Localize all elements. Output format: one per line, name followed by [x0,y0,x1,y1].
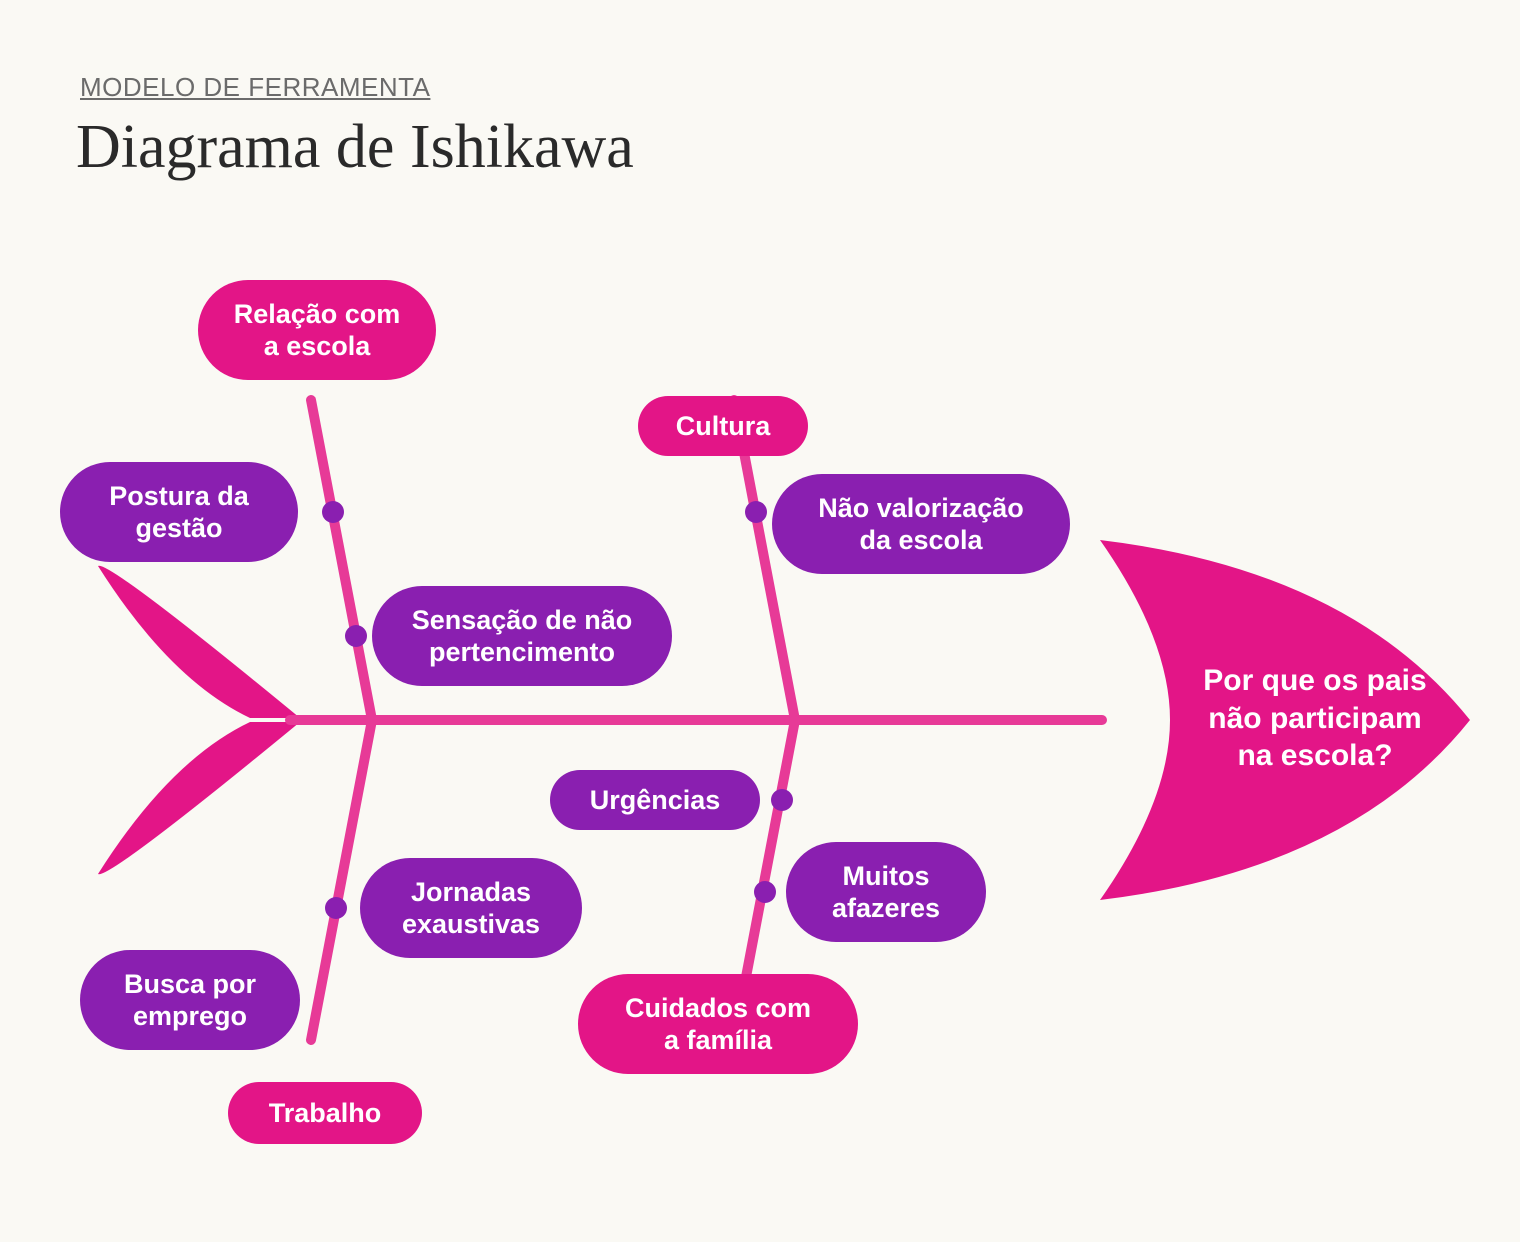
pill-urgencias: Urgências [550,770,760,830]
pill-nao-valorizacao: Não valorização da escola [772,474,1070,574]
pill-relacao-escola: Relação com a escola [198,280,436,380]
pill-jornadas: Jornadas exaustivas [360,858,582,958]
pill-muitos-afazeres: Muitos afazeres [786,842,986,942]
pill-busca-emprego: Busca por emprego [80,950,300,1050]
pill-sensacao: Sensação de não pertencimento [372,586,672,686]
pill-postura-gestao: Postura da gestão [60,462,298,562]
diagram-canvas: MODELO DE FERRAMENTA Diagrama de Ishikaw… [0,0,1520,1242]
pill-trabalho: Trabalho [228,1082,422,1144]
fish-head-text: Por que os pais não participam na escola… [1170,662,1460,775]
pill-cultura: Cultura [638,396,808,456]
pill-cuidados-familia: Cuidados com a família [578,974,858,1074]
